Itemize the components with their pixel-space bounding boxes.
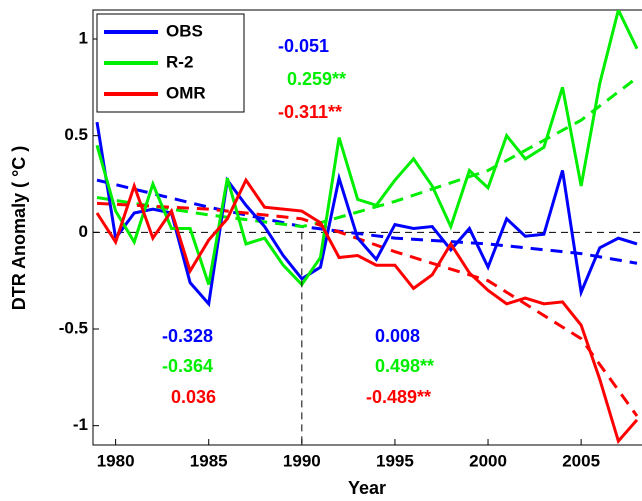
legend-label: OBS: [166, 21, 203, 40]
annotation: 0.008: [375, 326, 420, 346]
x-tick-label: 1995: [376, 451, 414, 470]
y-tick-label: 0.5: [64, 125, 88, 144]
legend: OBS R-2 OMR: [96, 13, 245, 113]
annotation: 0.036: [171, 387, 216, 407]
x-tick-label: 1980: [97, 451, 135, 470]
annotation: -0.328: [162, 326, 213, 346]
trend-line: [96, 76, 638, 229]
data-line: [95, 177, 639, 445]
trend-line: [96, 201, 639, 417]
trend-line: [96, 178, 638, 265]
x-tick-label: 1985: [190, 451, 228, 470]
legend-label: OMR: [166, 83, 206, 102]
legend-label: R-2: [166, 52, 193, 71]
data-line: [95, 121, 638, 308]
annotation: -0.051: [278, 36, 329, 56]
annotation: -0.489**: [366, 387, 431, 407]
y-tick-label: -1: [73, 415, 88, 434]
y-tick-label: 0: [79, 222, 88, 241]
annotation: -0.364: [162, 356, 213, 376]
x-tick-label: 1990: [283, 451, 321, 470]
plot-area: [93, 10, 642, 445]
y-tick-label: -0.5: [59, 318, 88, 337]
x-tick-label: 2000: [469, 451, 507, 470]
y-tick-label: 1: [79, 28, 88, 47]
annotation: 0.498**: [375, 356, 434, 376]
y-axis-label: DTR Anomaly ( °C ): [9, 146, 29, 311]
annotation: 0.259**: [287, 69, 346, 89]
plot-frame: [92, 9, 642, 446]
data-line: [95, 10, 639, 287]
x-tick-label: 2005: [562, 451, 600, 470]
annotation: -0.311**: [278, 102, 342, 122]
x-axis-label: Year: [348, 478, 386, 498]
